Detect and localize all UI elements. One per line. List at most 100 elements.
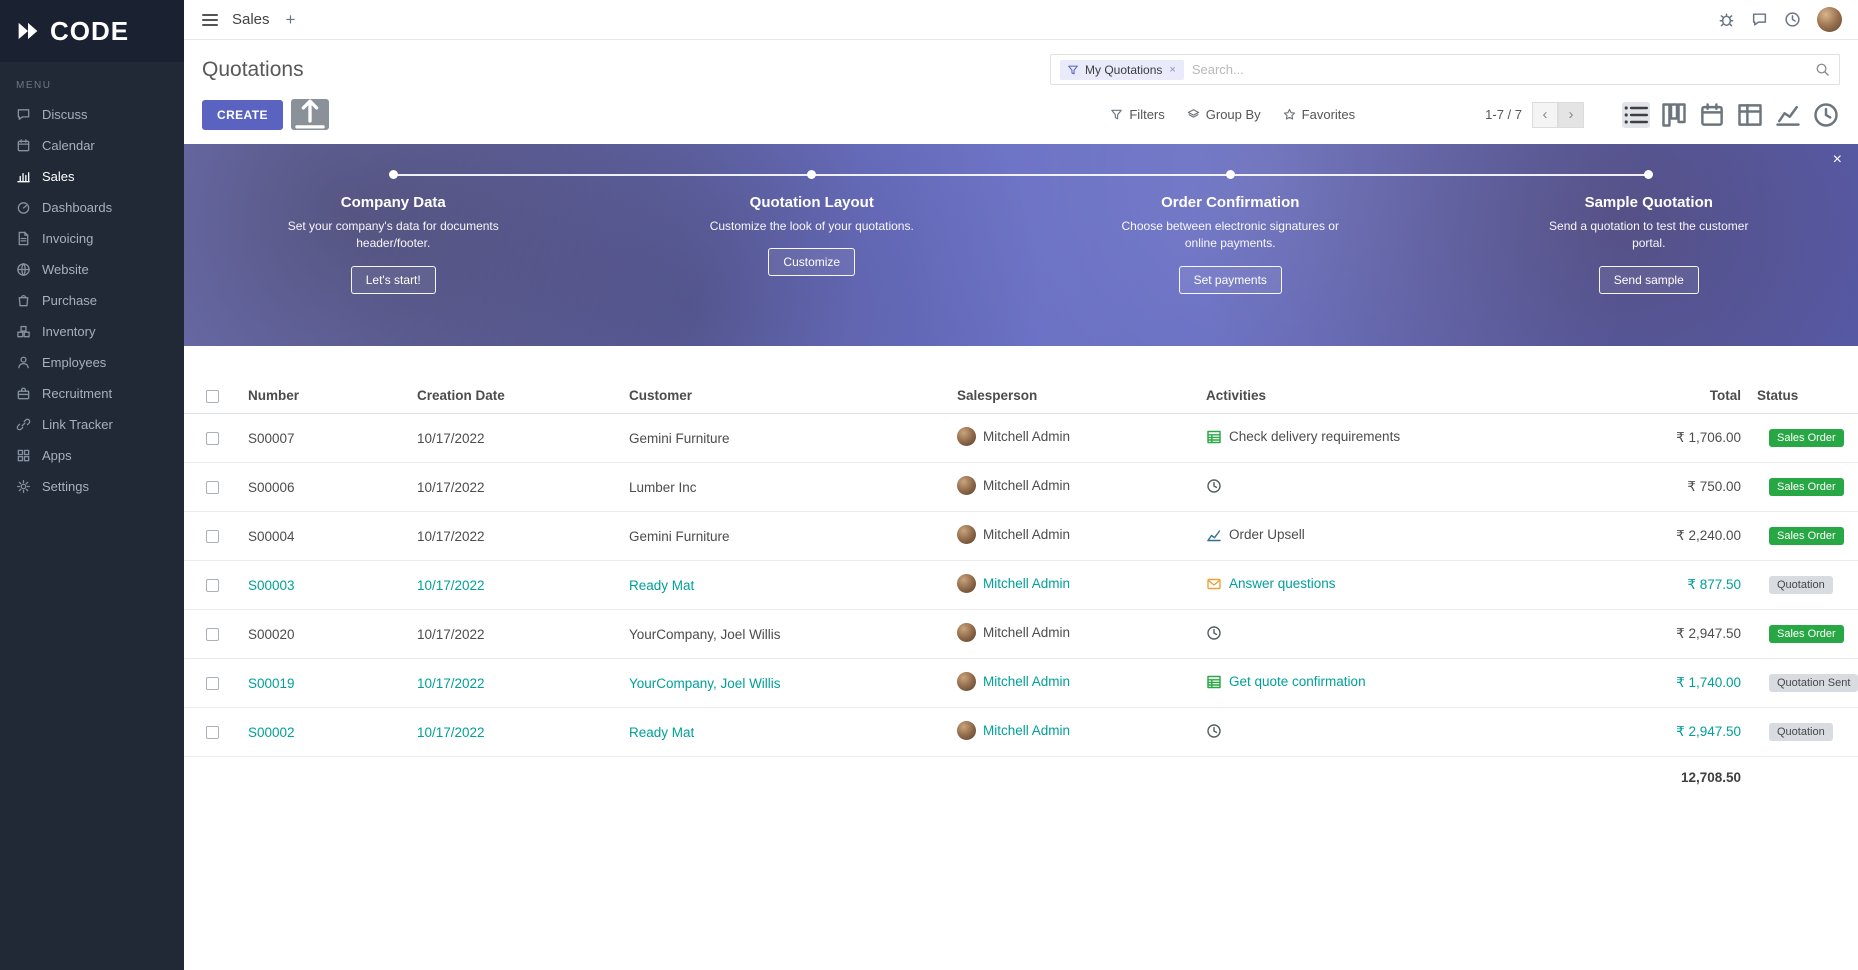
select-all-checkbox[interactable]	[205, 389, 219, 403]
sidebar-item[interactable]: Settings	[0, 471, 184, 502]
cell-number[interactable]: S00007	[240, 413, 409, 463]
view-button[interactable]	[1660, 102, 1688, 128]
view-button[interactable]	[1812, 102, 1840, 128]
table-row[interactable]: S00004 10/17/2022 Gemini Furniture Mitch…	[184, 511, 1858, 561]
pager-prev-button[interactable]: ‹	[1532, 101, 1558, 128]
tasks-icon[interactable]	[1206, 429, 1222, 445]
column-header-number[interactable]: Number	[240, 378, 409, 414]
control-panel: Quotations My Quotations ×	[184, 40, 1858, 89]
sidebar-item[interactable]: Calendar	[0, 130, 184, 161]
add-tab-button[interactable]: +	[285, 9, 296, 29]
sidebar-nav: Discuss Calendar Sales Dashboards	[0, 99, 184, 502]
logo-text: CODE	[50, 15, 130, 46]
table-row[interactable]: S00019 10/17/2022 YourCompany, Joel Will…	[184, 658, 1858, 708]
column-header-activities[interactable]: Activities	[1198, 378, 1619, 414]
pager-next-button[interactable]: ›	[1558, 101, 1584, 128]
cell-number[interactable]: S00006	[240, 462, 409, 512]
search-filter-chip[interactable]: My Quotations ×	[1060, 59, 1184, 80]
group-by-button[interactable]: Group By	[1187, 107, 1261, 122]
row-checkbox[interactable]	[205, 432, 219, 446]
clock-icon[interactable]	[1206, 625, 1222, 641]
cell-salesperson: Mitchell Admin	[983, 625, 1071, 640]
step-dot-icon	[1644, 170, 1654, 179]
sidebar-item[interactable]: Sales	[0, 161, 184, 192]
table-row[interactable]: S00007 10/17/2022 Gemini Furniture Mitch…	[184, 413, 1858, 463]
activity: Order Upsell	[1206, 527, 1305, 543]
cell-number[interactable]: S00004	[240, 511, 409, 561]
sidebar-item[interactable]: Inventory	[0, 316, 184, 347]
search-icon[interactable]	[1815, 62, 1830, 77]
sidebar-item[interactable]: Employees	[0, 347, 184, 378]
column-header-customer[interactable]: Customer	[621, 378, 949, 414]
close-icon[interactable]: ×	[1832, 151, 1842, 168]
cell-creation-date: 10/17/2022	[409, 511, 621, 561]
filters-button[interactable]: Filters	[1110, 107, 1165, 122]
row-checkbox[interactable]	[205, 579, 219, 593]
sidebar-item[interactable]: Link Tracker	[0, 409, 184, 440]
create-button[interactable]: CREATE	[202, 99, 283, 130]
quotations-list: Number Creation Date Customer Salesperso…	[184, 346, 1858, 970]
sidebar-item[interactable]: Recruitment	[0, 378, 184, 409]
cell-number[interactable]: S00020	[240, 609, 409, 659]
step-title: Company Data	[340, 194, 446, 211]
table-row[interactable]: S00003 10/17/2022 Ready Mat Mitchell Adm…	[184, 560, 1858, 610]
step-action-button[interactable]: Send sample	[1598, 265, 1699, 294]
table-row[interactable]: S00020 10/17/2022 YourCompany, Joel Will…	[184, 609, 1858, 659]
sidebar-item[interactable]: Discuss	[0, 99, 184, 130]
sidebar-item[interactable]: Website	[0, 254, 184, 285]
search-input[interactable]	[1191, 62, 1807, 77]
cell-number[interactable]: S00019	[240, 658, 409, 708]
menu-toggle-icon[interactable]	[200, 10, 220, 30]
view-button[interactable]	[1698, 102, 1726, 128]
sidebar-item[interactable]: Dashboards	[0, 192, 184, 223]
table-footer-row: 12,708.50	[184, 756, 1858, 798]
favorites-button[interactable]: Favorites	[1283, 107, 1355, 122]
step-action-button[interactable]: Let's start!	[350, 265, 436, 294]
sidebar: CODE MENU Discuss Calendar Sales	[0, 0, 184, 970]
chart-icon[interactable]	[1206, 527, 1222, 543]
table-row[interactable]: S00002 10/17/2022 Ready Mat Mitchell Adm…	[184, 707, 1858, 757]
view-button[interactable]	[1774, 102, 1802, 128]
cell-number[interactable]: S00002	[240, 707, 409, 757]
bug-icon[interactable]	[1718, 11, 1735, 28]
salesperson: Mitchell Admin	[957, 672, 1070, 691]
tasks-icon[interactable]	[1206, 674, 1222, 690]
activities-icon[interactable]	[1784, 11, 1801, 28]
row-checkbox[interactable]	[205, 481, 219, 495]
user-avatar[interactable]	[1817, 7, 1842, 32]
row-checkbox[interactable]	[205, 677, 219, 691]
app-logo[interactable]: CODE	[0, 0, 184, 62]
step-action-button[interactable]: Customize	[768, 248, 856, 277]
remove-filter-icon[interactable]: ×	[1169, 63, 1176, 76]
view-pivot-icon	[1736, 101, 1764, 129]
salesperson: Mitchell Admin	[957, 525, 1070, 544]
sidebar-item[interactable]: Purchase	[0, 285, 184, 316]
sidebar-item[interactable]: Apps	[0, 440, 184, 471]
table-row[interactable]: S00006 10/17/2022 Lumber Inc Mitchell Ad…	[184, 462, 1858, 512]
row-checkbox[interactable]	[205, 726, 219, 740]
messages-icon[interactable]	[1751, 11, 1768, 28]
filters-icon	[1110, 108, 1123, 121]
envelope-icon[interactable]	[1206, 576, 1222, 592]
search-bar[interactable]: My Quotations ×	[1050, 54, 1840, 85]
row-checkbox[interactable]	[205, 530, 219, 544]
row-checkbox[interactable]	[205, 628, 219, 642]
cell-number[interactable]: S00003	[240, 560, 409, 610]
column-header-total[interactable]: Total	[1619, 378, 1749, 414]
export-button[interactable]	[290, 99, 329, 130]
step-action-button[interactable]: Set payments	[1178, 265, 1282, 294]
sidebar-item[interactable]: Invoicing	[0, 223, 184, 254]
cell-creation-date: 10/17/2022	[409, 658, 621, 708]
clock-icon[interactable]	[1206, 478, 1222, 494]
salesperson-avatar	[957, 721, 976, 740]
cell-salesperson: Mitchell Admin	[983, 429, 1071, 444]
cell-creation-date: 10/17/2022	[409, 707, 621, 757]
cell-customer: YourCompany, Joel Willis	[621, 609, 949, 659]
sales-icon	[16, 169, 31, 184]
column-header-salesperson[interactable]: Salesperson	[949, 378, 1198, 414]
column-header-date[interactable]: Creation Date	[409, 378, 621, 414]
view-button[interactable]	[1622, 101, 1650, 128]
clock-icon[interactable]	[1206, 723, 1222, 739]
view-button[interactable]	[1736, 102, 1764, 128]
column-header-status[interactable]: Status	[1749, 378, 1858, 414]
